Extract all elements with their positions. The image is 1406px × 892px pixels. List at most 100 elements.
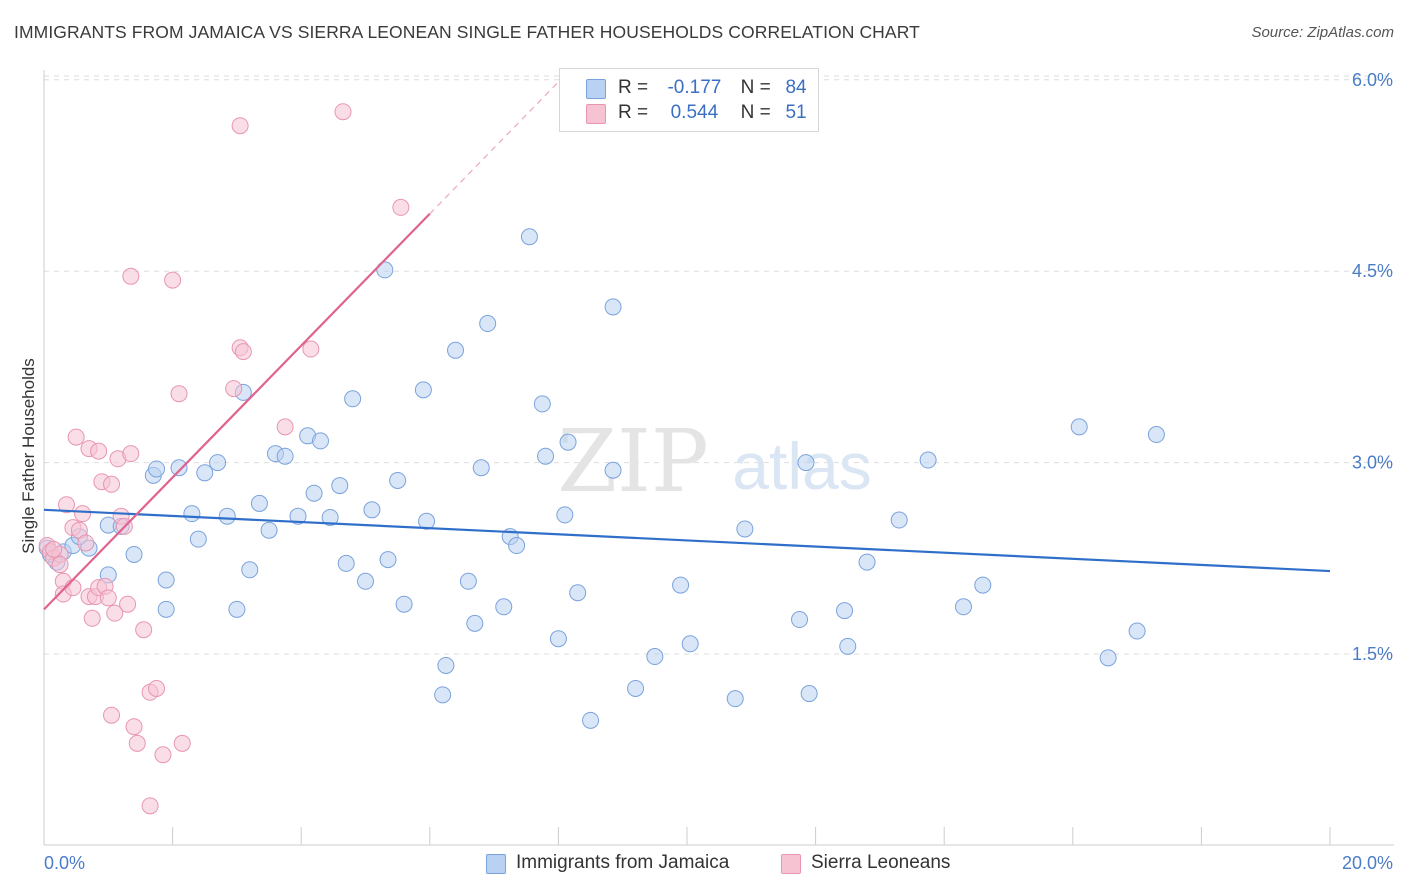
jamaica-point <box>305 484 323 502</box>
y-axis-label: Single Father Households <box>19 358 38 554</box>
bottom-legend-label-sierra-leone: Sierra Leoneans <box>811 852 951 873</box>
legend-r-value: 0.544 <box>670 102 719 123</box>
jamaica-point <box>569 584 587 602</box>
jamaica-point <box>389 471 407 489</box>
jamaica-point <box>627 679 645 697</box>
sierra-leone-point <box>83 609 101 627</box>
y-tick-label: 1.5% <box>1352 644 1393 664</box>
jamaica-point <box>508 537 526 555</box>
jamaica-point <box>260 521 278 539</box>
sierra-leone-point <box>334 103 352 121</box>
legend-n-value: 84 <box>785 77 807 98</box>
jamaica-point <box>170 459 188 477</box>
jamaica-point <box>276 447 294 465</box>
sierra-leone-trend-extension <box>429 79 561 215</box>
jamaica-point <box>459 572 477 590</box>
chart-title: IMMIGRANTS FROM JAMAICA VS SIERRA LEONEA… <box>14 22 920 42</box>
bottom-legend-swatch-sierra-leone <box>781 854 801 874</box>
source-credit: Source: ZipAtlas.com <box>1251 24 1394 41</box>
jamaica-point <box>839 637 857 655</box>
jamaica-point <box>736 520 754 538</box>
sierra-leone-point <box>170 385 188 403</box>
sierra-leone-point <box>125 718 143 736</box>
sierra-leone-point <box>135 621 153 639</box>
jamaica-point <box>791 611 809 629</box>
legend-n-label: N = <box>740 102 771 123</box>
jamaica-point <box>434 686 452 704</box>
jamaica-point <box>559 433 577 451</box>
jamaica-point <box>418 512 436 530</box>
sierra-leone-point <box>90 442 108 460</box>
jamaica-point <box>1128 622 1146 640</box>
jamaica-point <box>681 635 699 653</box>
legend-r-label: R = <box>618 77 649 98</box>
jamaica-point <box>414 381 432 399</box>
jamaica-point <box>726 690 744 708</box>
sierra-leone-point <box>74 505 92 523</box>
legend-r-value: -0.177 <box>667 77 722 98</box>
sierra-leone-point <box>122 267 140 285</box>
jamaica-point <box>919 451 937 469</box>
sierra-leone-point <box>106 604 124 622</box>
sierra-leone-point <box>51 556 69 574</box>
jamaica-point <box>520 228 538 246</box>
jamaica-point <box>858 553 876 571</box>
jamaica-point <box>196 464 214 482</box>
jamaica-point <box>331 477 349 495</box>
jamaica-point <box>321 508 339 526</box>
jamaica-point <box>379 551 397 569</box>
jamaica-point <box>495 598 513 616</box>
jamaica-point <box>533 395 551 413</box>
stats-legend: R = -0.177 N = 84 R = 0.544 N = 51 <box>559 68 819 132</box>
jamaica-point <box>836 602 854 620</box>
jamaica-point <box>800 685 818 703</box>
sierra-leone-point <box>128 734 146 752</box>
jamaica-point <box>148 460 166 478</box>
watermark-zip: ZIP <box>557 412 709 512</box>
jamaica-point <box>357 572 374 590</box>
y-tick-label: 4.5% <box>1352 261 1393 281</box>
sierra-leone-point <box>225 380 243 398</box>
jamaica-point <box>363 501 381 519</box>
jamaica-point <box>218 507 236 525</box>
sierra-leone-point <box>231 117 249 135</box>
jamaica-point <box>890 511 908 529</box>
jamaica-point <box>344 390 362 408</box>
trend-lines <box>43 79 1331 611</box>
sierra-leone-point <box>45 540 63 558</box>
jamaica-point <box>556 506 574 524</box>
jamaica-point <box>125 545 143 563</box>
jamaica-point <box>228 600 246 618</box>
sierra-leone-point <box>119 595 137 613</box>
legend-n-label: N = <box>740 77 771 98</box>
jamaica-point <box>447 341 465 359</box>
sierra-leone-point <box>77 534 95 552</box>
bottom-legend-swatch-jamaica <box>486 854 506 874</box>
sierra-leone-point <box>64 579 82 597</box>
legend-r-label: R = <box>618 102 649 123</box>
sierra-leone-point <box>103 706 121 724</box>
sierra-leone-trend-line <box>43 213 431 611</box>
jamaica-point <box>797 454 815 472</box>
jamaica-trend-line <box>43 508 1331 573</box>
legend-swatch-sierra-leone <box>586 104 606 124</box>
sierra-leone-point <box>148 679 166 697</box>
jamaica-point <box>250 494 268 512</box>
jamaica-point <box>954 598 972 616</box>
sierra-leone-point <box>154 746 172 764</box>
sierra-leone-point <box>67 428 85 446</box>
bottom-legend-label-jamaica: Immigrants from Jamaica <box>516 852 730 873</box>
x-tick-label: 20.0% <box>1342 853 1393 873</box>
jamaica-point <box>582 711 600 729</box>
jamaica-point <box>1099 649 1117 667</box>
jamaica-point <box>289 507 307 525</box>
jamaica-point <box>209 454 227 472</box>
legend-n-value: 51 <box>785 102 807 123</box>
jamaica-point <box>157 571 175 589</box>
jamaica-point <box>1147 426 1165 444</box>
sierra-leone-point <box>103 475 121 493</box>
axes <box>43 70 1394 846</box>
y-tick-label: 3.0% <box>1352 453 1393 473</box>
jamaica-point <box>472 459 490 477</box>
